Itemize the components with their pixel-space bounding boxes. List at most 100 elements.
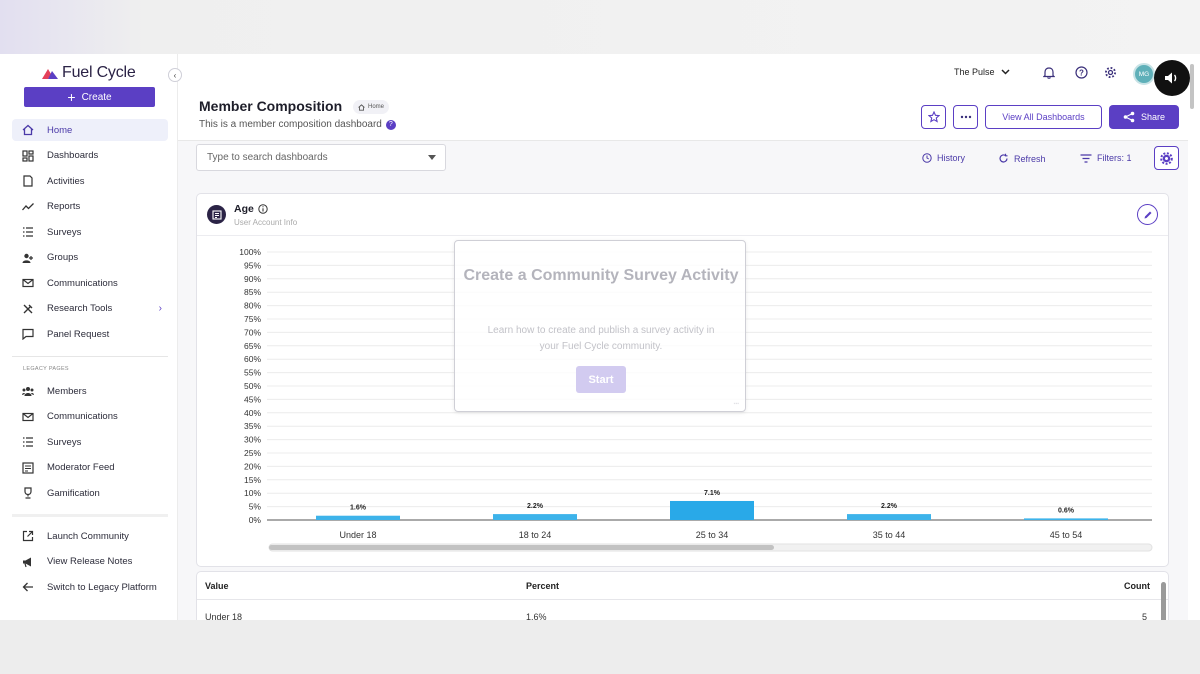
background-blur-bottom xyxy=(0,620,1200,674)
refresh-button[interactable]: Refresh xyxy=(998,153,1046,164)
favorite-button[interactable] xyxy=(921,105,946,129)
y-tick-label: 75% xyxy=(244,314,261,324)
trophy-icon xyxy=(21,486,35,500)
popup-watermark: ▪▪▪ xyxy=(733,401,739,407)
sidebar-item-label: Groups xyxy=(47,252,79,263)
sidebar-item-research-tools[interactable]: Research Tools › xyxy=(12,298,168,320)
bell-icon[interactable] xyxy=(1042,65,1056,79)
tools-icon xyxy=(21,302,35,316)
sidebar-item-activities[interactable]: Activities xyxy=(12,170,168,192)
x-tick-label: 45 to 54 xyxy=(1050,530,1083,540)
sidebar-item-communications[interactable]: Communications xyxy=(12,272,168,294)
page-subtitle-text: This is a member composition dashboard xyxy=(199,119,382,130)
switch-legacy-link[interactable]: Switch to Legacy Platform xyxy=(12,576,168,598)
start-button[interactable]: Start xyxy=(576,366,626,393)
page-scrollbar[interactable] xyxy=(1190,64,1194,109)
list-icon xyxy=(21,225,35,239)
popup-title: Create a Community Survey Activity xyxy=(463,267,739,284)
sidebar-item-surveys[interactable]: Surveys xyxy=(12,221,168,243)
avatar[interactable]: MG xyxy=(1133,63,1155,85)
chevron-left-icon: ‹ xyxy=(173,70,177,80)
popup-description: Learn how to create and publish a survey… xyxy=(487,325,715,352)
history-button[interactable]: History xyxy=(922,153,965,163)
column-header-percent[interactable]: Percent xyxy=(526,581,560,591)
breadcrumb[interactable]: Home xyxy=(353,100,390,114)
card-title-text: Age xyxy=(234,203,254,215)
sidebar-item-members[interactable]: Members xyxy=(12,380,168,402)
data-label: 0.6% xyxy=(1058,507,1075,514)
share-button[interactable]: Share xyxy=(1109,105,1179,129)
dashboard-icon xyxy=(21,149,35,163)
share-icon xyxy=(1123,111,1135,123)
megaphone-icon xyxy=(21,555,35,569)
top-header: The Pulse ? MG xyxy=(178,54,1200,96)
sidebar-item-groups[interactable]: Groups xyxy=(12,247,168,269)
sidebar-item-label: View Release Notes xyxy=(47,556,133,567)
sidebar-item-label: Moderator Feed xyxy=(47,462,115,473)
home-icon xyxy=(358,103,365,111)
create-button[interactable]: + Create xyxy=(24,87,155,107)
sidebar-item-label: Communications xyxy=(47,277,118,289)
help-icon[interactable]: ? xyxy=(385,119,396,130)
table-cell-percent: 1.6% xyxy=(526,612,547,620)
community-name: The Pulse xyxy=(954,67,995,77)
launch-community-link[interactable]: Launch Community xyxy=(12,525,168,547)
data-label: 7.1% xyxy=(704,490,721,497)
view-all-dashboards-button[interactable]: View All Dashboards xyxy=(985,105,1102,129)
search-placeholder: Type to search dashboards xyxy=(207,152,328,163)
document-icon xyxy=(21,174,35,188)
avatar-initials: MG xyxy=(1138,70,1150,78)
sidebar-item-panel-request[interactable]: Panel Request xyxy=(12,323,168,345)
sidebar-item-gamification[interactable]: Gamification xyxy=(12,482,168,504)
dashboard-search-select[interactable]: Type to search dashboards xyxy=(196,144,446,171)
edit-chart-button[interactable] xyxy=(1137,204,1158,225)
sidebar-item-label: Launch Community xyxy=(47,530,129,542)
app-window: Fuel Cycle + Create Home Dashboards Acti… xyxy=(0,54,1200,620)
column-header-value[interactable]: Value xyxy=(205,581,229,591)
table-scrollbar[interactable] xyxy=(1161,582,1166,620)
sidebar-item-label: Surveys xyxy=(47,436,82,448)
collapse-sidebar-button[interactable]: ‹ xyxy=(168,68,182,82)
card-header-divider xyxy=(197,235,1168,236)
page-title: Member Composition xyxy=(199,98,343,114)
column-header-count[interactable]: Count xyxy=(1124,581,1150,591)
more-options-button[interactable] xyxy=(953,105,978,129)
sidebar-item-legacy-surveys[interactable]: Surveys xyxy=(12,431,168,453)
help-icon[interactable]: ? xyxy=(1074,65,1088,79)
bar-45-to-54 xyxy=(1024,518,1108,520)
chart-scroll-thumb[interactable] xyxy=(269,545,774,550)
info-icon[interactable] xyxy=(258,204,268,214)
speaker-button[interactable] xyxy=(1154,60,1190,96)
filters-button[interactable]: Filters: 1 xyxy=(1080,153,1132,163)
view-release-notes-link[interactable]: View Release Notes xyxy=(12,551,168,573)
y-tick-label: 20% xyxy=(244,461,261,471)
x-tick-label: 35 to 44 xyxy=(873,530,906,540)
main-nav: Home Dashboards Activities Reports Surve… xyxy=(12,119,168,349)
y-tick-label: 55% xyxy=(244,368,261,378)
sidebar-item-label: Reports xyxy=(47,201,81,212)
table-header-divider xyxy=(197,599,1168,600)
settings-icon[interactable] xyxy=(1103,65,1117,79)
y-tick-label: 65% xyxy=(244,341,261,351)
caret-down-icon xyxy=(428,155,436,160)
sidebar-item-dashboards[interactable]: Dashboards xyxy=(12,145,168,167)
sidebar-item-legacy-communications[interactable]: Communications xyxy=(12,406,168,428)
sidebar-item-moderator-feed[interactable]: Moderator Feed xyxy=(12,457,168,479)
sidebar-item-label: Activities xyxy=(47,175,85,187)
sidebar: Fuel Cycle + Create Home Dashboards Acti… xyxy=(0,54,178,620)
x-tick-label: Under 18 xyxy=(339,530,376,540)
dashboard-settings-button[interactable] xyxy=(1154,146,1179,170)
create-label: Create xyxy=(81,91,112,103)
y-tick-label: 15% xyxy=(244,475,261,485)
sidebar-item-home[interactable]: Home xyxy=(12,119,168,141)
sidebar-item-reports[interactable]: Reports xyxy=(12,196,168,218)
refresh-icon xyxy=(999,153,1008,163)
plus-icon: + xyxy=(67,89,76,105)
sidebar-item-label: Gamification xyxy=(47,487,100,499)
community-selector[interactable]: The Pulse xyxy=(954,67,1010,77)
report-icon xyxy=(207,205,226,224)
logo[interactable]: Fuel Cycle xyxy=(42,64,136,82)
age-data-table: Value Percent Count Under 18 1.6% 5 xyxy=(196,571,1169,620)
sidebar-item-label: Panel Request xyxy=(47,328,110,340)
legacy-pages-label: LEGACY PAGES xyxy=(23,366,69,372)
